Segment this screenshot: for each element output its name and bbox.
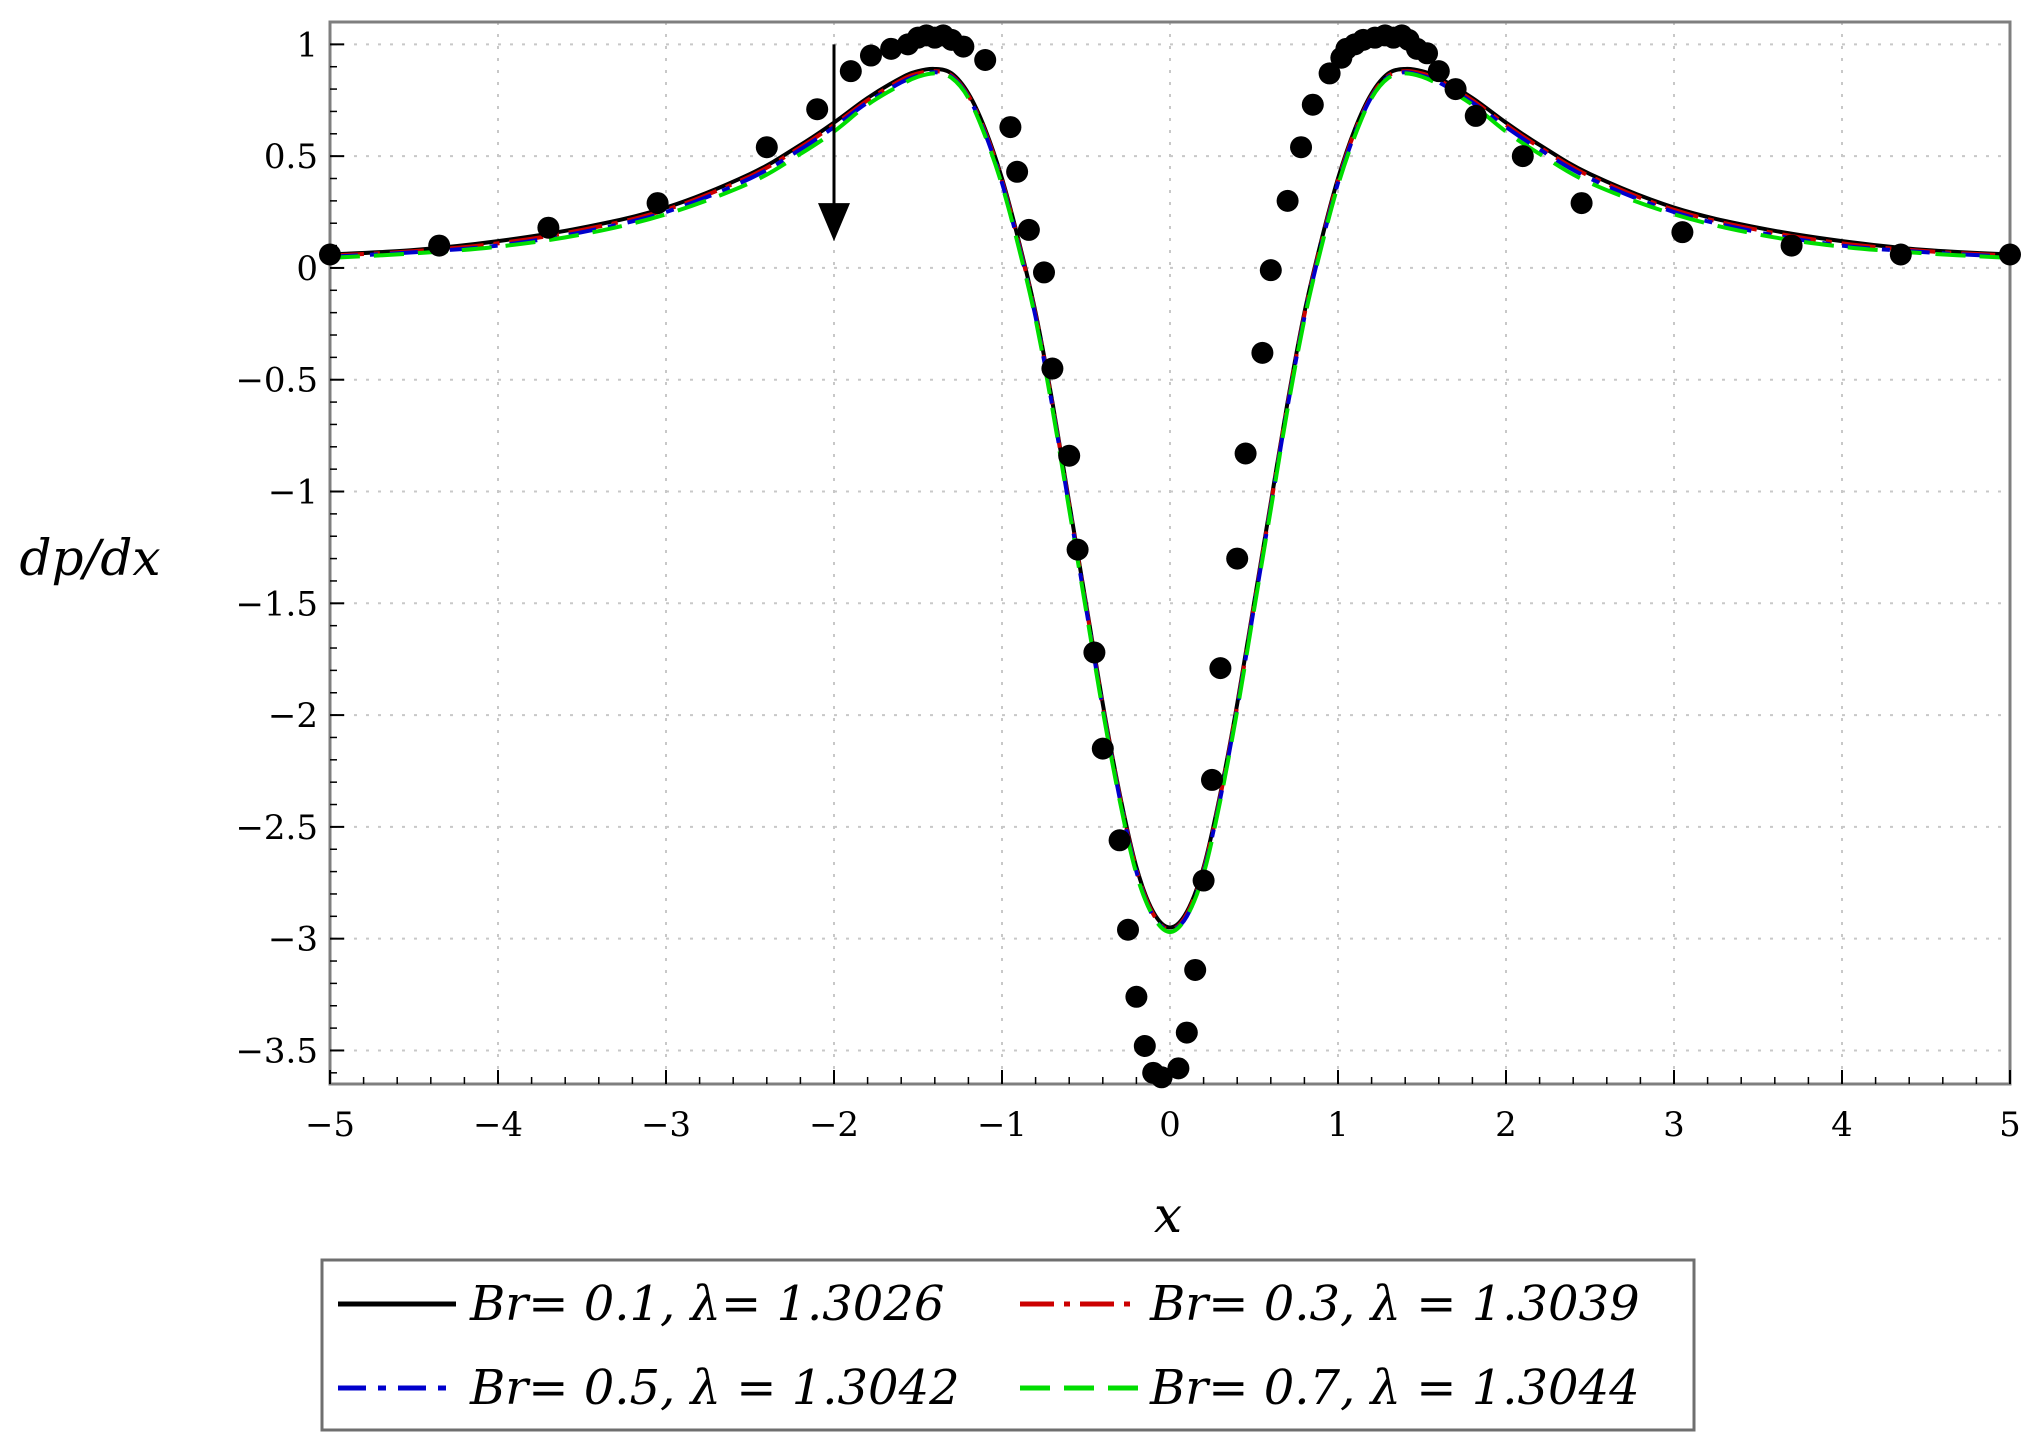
scatter-point bbox=[1570, 192, 1593, 215]
scatter-point bbox=[1209, 657, 1232, 680]
series-line-2 bbox=[329, 69, 2011, 932]
scatter-point bbox=[859, 44, 882, 67]
annotation-arrow bbox=[818, 44, 850, 242]
scatter-point bbox=[1999, 243, 2021, 266]
scatter-point bbox=[755, 136, 778, 159]
scatter-point bbox=[1058, 444, 1081, 467]
y-tick-label: 1 bbox=[296, 25, 318, 65]
scatter-point bbox=[428, 234, 451, 257]
scatter-point bbox=[1017, 218, 1040, 241]
x-tick-label: 3 bbox=[1663, 1105, 1685, 1145]
scatter-point bbox=[1033, 261, 1055, 284]
legend-item-2: Br= 0.3, λ = 1.3039 bbox=[1020, 1276, 1640, 1332]
scatter-point bbox=[1511, 145, 1534, 168]
scatter-point bbox=[1444, 78, 1467, 101]
scatter-point bbox=[1091, 737, 1114, 760]
scatter-point bbox=[1175, 1021, 1198, 1044]
scatter-point bbox=[1671, 221, 1694, 244]
scatter-point bbox=[974, 49, 997, 72]
y-tick-label: 0.5 bbox=[264, 137, 318, 177]
y-tick-label: −3.5 bbox=[235, 1031, 318, 1071]
scatter-point bbox=[806, 98, 829, 121]
scatter-point bbox=[1780, 234, 1803, 257]
x-axis-title: x bbox=[1154, 1186, 1182, 1244]
legend-label-4: Br= 0.7, λ = 1.3044 bbox=[1149, 1360, 1640, 1416]
legend-label-3: Br= 0.5, λ = 1.3042 bbox=[469, 1360, 960, 1416]
legend-frame bbox=[320, 1258, 1696, 1432]
scatter-point bbox=[1041, 357, 1064, 380]
series-line-3 bbox=[329, 70, 2011, 932]
scatter-point bbox=[1125, 985, 1148, 1008]
scatter-point bbox=[1192, 869, 1215, 892]
series-line-1 bbox=[329, 66, 2011, 930]
x-tick-label: 4 bbox=[1831, 1105, 1853, 1145]
legend-label-2: Br= 0.3, λ = 1.3039 bbox=[1149, 1276, 1640, 1332]
y-tick-label: −2.5 bbox=[235, 808, 318, 848]
scatter-point bbox=[1167, 1057, 1190, 1080]
scatter-point bbox=[999, 116, 1022, 139]
y-tick-label: 0 bbox=[296, 249, 318, 289]
scatter-point bbox=[1318, 62, 1341, 85]
x-tick-label: 2 bbox=[1495, 1105, 1517, 1145]
scatter-point bbox=[1117, 918, 1139, 941]
scatter-point bbox=[1006, 160, 1029, 183]
scatter-point bbox=[1301, 93, 1324, 116]
x-tick-label: 1 bbox=[1327, 1105, 1349, 1145]
y-tick-label: −2 bbox=[268, 696, 318, 736]
axes: −5 −4 −3 −2 −1 0 1 2 3 4 5 1 0.5 0 −0.5 −1 −1.5 −2 −2.5 −3 −… bbox=[235, 25, 2020, 1145]
scatter-point bbox=[1416, 42, 1439, 65]
scatter-point bbox=[1290, 136, 1313, 159]
legend-item-1: Br= 0.1, λ= 1.3026 bbox=[338, 1276, 944, 1332]
x-tick-label: 5 bbox=[1999, 1105, 2021, 1145]
scatter-point bbox=[1133, 1034, 1156, 1057]
y-tick-label: −0.5 bbox=[235, 361, 318, 401]
y-tick-label: −3 bbox=[268, 920, 318, 960]
scatter-point bbox=[319, 243, 341, 266]
scatter-point bbox=[1184, 958, 1207, 981]
x-tick-label: −3 bbox=[641, 1105, 691, 1145]
series-layer bbox=[329, 66, 2011, 934]
scatter-point bbox=[839, 60, 862, 83]
scatter-point bbox=[1427, 60, 1450, 83]
scatter-point bbox=[646, 192, 669, 215]
scatter-point bbox=[1201, 768, 1223, 791]
legend-label-1: Br= 0.1, λ= 1.3026 bbox=[469, 1276, 944, 1332]
series-line-4 bbox=[329, 71, 2011, 934]
y-tick-label: −1 bbox=[268, 473, 318, 513]
scatter-point bbox=[880, 37, 903, 60]
scatter-point bbox=[1234, 442, 1257, 465]
scatter-point bbox=[1259, 259, 1282, 282]
y-tick-label: −1.5 bbox=[235, 584, 318, 624]
scatter-point bbox=[1889, 243, 1912, 266]
x-tick-label: −4 bbox=[473, 1105, 523, 1145]
scatter-point bbox=[1108, 829, 1131, 852]
grid bbox=[330, 22, 2010, 1084]
legend-item-3: Br= 0.5, λ = 1.3042 bbox=[338, 1360, 960, 1416]
scatter-point bbox=[537, 216, 560, 239]
scatter-point bbox=[1083, 641, 1106, 664]
x-tick-label: −5 bbox=[305, 1105, 355, 1145]
scatter-point bbox=[1150, 1066, 1173, 1089]
scatter-point bbox=[1251, 341, 1274, 364]
x-tick-label: −2 bbox=[809, 1105, 859, 1145]
legend: Br= 0.1, λ= 1.3026 Br= 0.3, λ = 1.3039 B… bbox=[320, 1258, 1696, 1432]
scatter-point bbox=[1226, 547, 1249, 570]
scatter-point bbox=[952, 35, 975, 58]
x-tick-label: −1 bbox=[977, 1105, 1027, 1145]
scatter-point bbox=[1066, 538, 1089, 561]
y-axis-title: dp/dx bbox=[19, 529, 160, 587]
scatter-point bbox=[1464, 104, 1487, 127]
legend-item-4: Br= 0.7, λ = 1.3044 bbox=[1020, 1360, 1640, 1416]
scatter-points bbox=[319, 24, 2021, 1089]
arrow-head bbox=[818, 203, 850, 242]
x-tick-label: 0 bbox=[1159, 1105, 1181, 1145]
scatter-point bbox=[1276, 189, 1299, 212]
